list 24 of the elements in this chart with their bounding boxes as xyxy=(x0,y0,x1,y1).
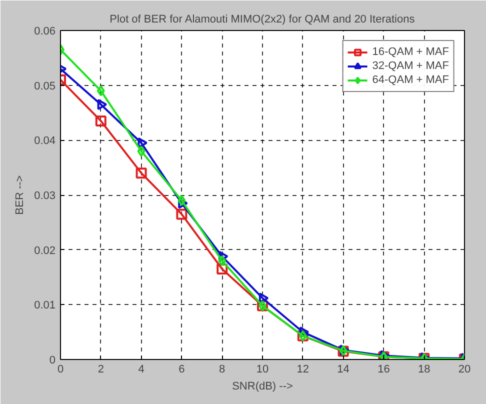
x-tick-label: 10 xyxy=(256,364,269,376)
legend-label: 32-QAM + MAF xyxy=(372,59,449,73)
y-tick-label: 0.05 xyxy=(34,80,56,92)
x-axis-title: SNR(dB) --> xyxy=(232,380,293,392)
x-tick-label: 6 xyxy=(178,364,185,376)
y-tick-label: 0.06 xyxy=(34,26,56,38)
chart-title: Plot of BER for Alamouti MIMO(2x2) for QAM and 20 Iterations xyxy=(110,14,416,26)
y-axis-title: BER --> xyxy=(14,175,26,215)
x-tick-label: 16 xyxy=(378,364,390,376)
x-tick-label: 2 xyxy=(98,364,104,376)
x-tick-label: 8 xyxy=(219,364,226,376)
y-tick-label: 0.04 xyxy=(34,135,56,148)
y-tick-label: 0.02 xyxy=(34,244,56,257)
legend-label: 16-QAM + MAF xyxy=(372,45,449,59)
y-tick-label: 0.01 xyxy=(34,300,56,312)
y-tick-label: 0.03 xyxy=(34,190,56,202)
x-tick-label: 0 xyxy=(57,364,64,376)
x-tick-label: 20 xyxy=(458,364,471,376)
x-tick-label: 14 xyxy=(337,364,350,376)
y-tick-label: 0 xyxy=(49,354,56,366)
legend-label: 64-QAM + MAF xyxy=(372,73,449,87)
x-tick-label: 4 xyxy=(138,364,144,376)
x-tick-label: 18 xyxy=(418,364,430,376)
x-tick-label: 12 xyxy=(296,364,310,376)
